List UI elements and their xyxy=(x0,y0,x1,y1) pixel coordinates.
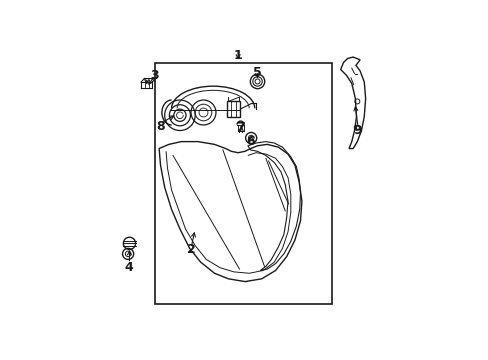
Text: 3: 3 xyxy=(150,68,159,82)
Text: 2: 2 xyxy=(186,243,195,256)
Text: 4: 4 xyxy=(124,261,133,274)
Text: 1: 1 xyxy=(233,49,242,62)
Text: 6: 6 xyxy=(246,135,254,148)
Text: 8: 8 xyxy=(156,120,164,133)
Bar xyxy=(155,63,332,304)
Text: 5: 5 xyxy=(253,66,262,79)
Text: 7: 7 xyxy=(236,121,245,134)
Text: 9: 9 xyxy=(352,124,361,137)
Bar xyxy=(226,102,240,117)
